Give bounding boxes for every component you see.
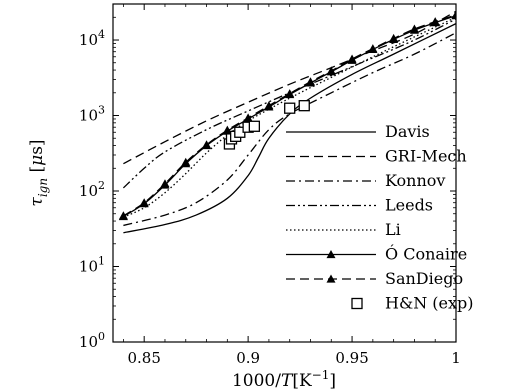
series-layer xyxy=(118,10,456,234)
data-point xyxy=(248,120,261,132)
y-axis-label: τign [μs] xyxy=(27,139,50,206)
legend-entry-gri-mech: GRI-Mech xyxy=(286,147,467,166)
legend-entry-davis: Davis xyxy=(286,122,430,141)
legend-entry-conaire: Ó Conaire xyxy=(286,244,467,264)
data-point xyxy=(139,198,149,207)
series-line-sandiego xyxy=(123,14,456,217)
data-point xyxy=(264,101,274,110)
legend-entry-konnov: Konnov xyxy=(286,171,445,190)
series-h-n-exp xyxy=(223,100,310,150)
series-gri-mech xyxy=(123,10,456,165)
y-tick-label: 100 xyxy=(79,330,105,351)
series-sandiego xyxy=(118,10,456,220)
legend-label: Davis xyxy=(385,122,430,141)
data-point xyxy=(305,77,315,86)
legend-label: GRI-Mech xyxy=(385,147,467,166)
x-tick-label: 0.85 xyxy=(127,349,160,367)
legend-marker xyxy=(326,250,336,259)
data-point xyxy=(409,24,419,33)
data-point xyxy=(284,102,296,114)
legend-entry-leeds: Leeds xyxy=(286,196,433,215)
series-line-leeds xyxy=(122,18,456,189)
legend-label: H&N (exp) xyxy=(385,294,474,313)
legend-label: Konnov xyxy=(385,171,445,190)
data-point xyxy=(451,10,456,19)
y-tick-label: 101 xyxy=(79,255,105,276)
data-point xyxy=(222,125,232,134)
y-tick-label: 104 xyxy=(79,28,105,49)
data-point xyxy=(430,17,440,26)
legend-entry-sandiego: SanDiego xyxy=(286,269,463,288)
series-davis xyxy=(123,23,456,234)
data-point xyxy=(118,211,128,220)
data-point xyxy=(202,140,212,149)
plot-frame xyxy=(112,3,457,343)
y-tick-label: 102 xyxy=(79,179,105,200)
ticks-layer: 0.85 0.9 0.95 1 100 101 102 103 104 xyxy=(79,3,461,367)
series-line-gri-mech xyxy=(123,10,456,165)
data-point xyxy=(326,66,336,75)
legend-label: Ó Conaire xyxy=(385,244,467,264)
x-tick-label: 0.95 xyxy=(335,349,368,367)
x-axis-label: 1000/T[K−1] xyxy=(232,368,336,391)
data-point xyxy=(181,157,191,166)
legend-label: Leeds xyxy=(385,196,433,215)
y-tick-label: 103 xyxy=(79,104,105,125)
data-point xyxy=(298,100,310,112)
data-point xyxy=(389,33,399,43)
data-point xyxy=(243,113,253,122)
legend-label: SanDiego xyxy=(385,269,463,288)
legend-label: Li xyxy=(385,220,401,239)
legend-entry-h-n-exp: H&N (exp) xyxy=(351,294,474,313)
series-konnov xyxy=(123,32,456,227)
x-tick-label: 1 xyxy=(451,349,461,367)
series-line-davis xyxy=(123,23,456,234)
data-point xyxy=(160,179,170,188)
data-point xyxy=(368,44,378,53)
legend-entry-li: Li xyxy=(286,220,401,239)
legend: Davis GRI-Mech Konnov Leeds Li Ó Conaire SanDi… xyxy=(286,122,474,313)
data-point xyxy=(347,54,357,63)
series-leeds xyxy=(122,18,456,189)
legend-marker xyxy=(351,297,363,310)
x-tick-label: 0.9 xyxy=(236,349,260,367)
series-line-konnov xyxy=(123,32,456,227)
data-point xyxy=(285,89,295,98)
legend-marker xyxy=(326,274,336,283)
